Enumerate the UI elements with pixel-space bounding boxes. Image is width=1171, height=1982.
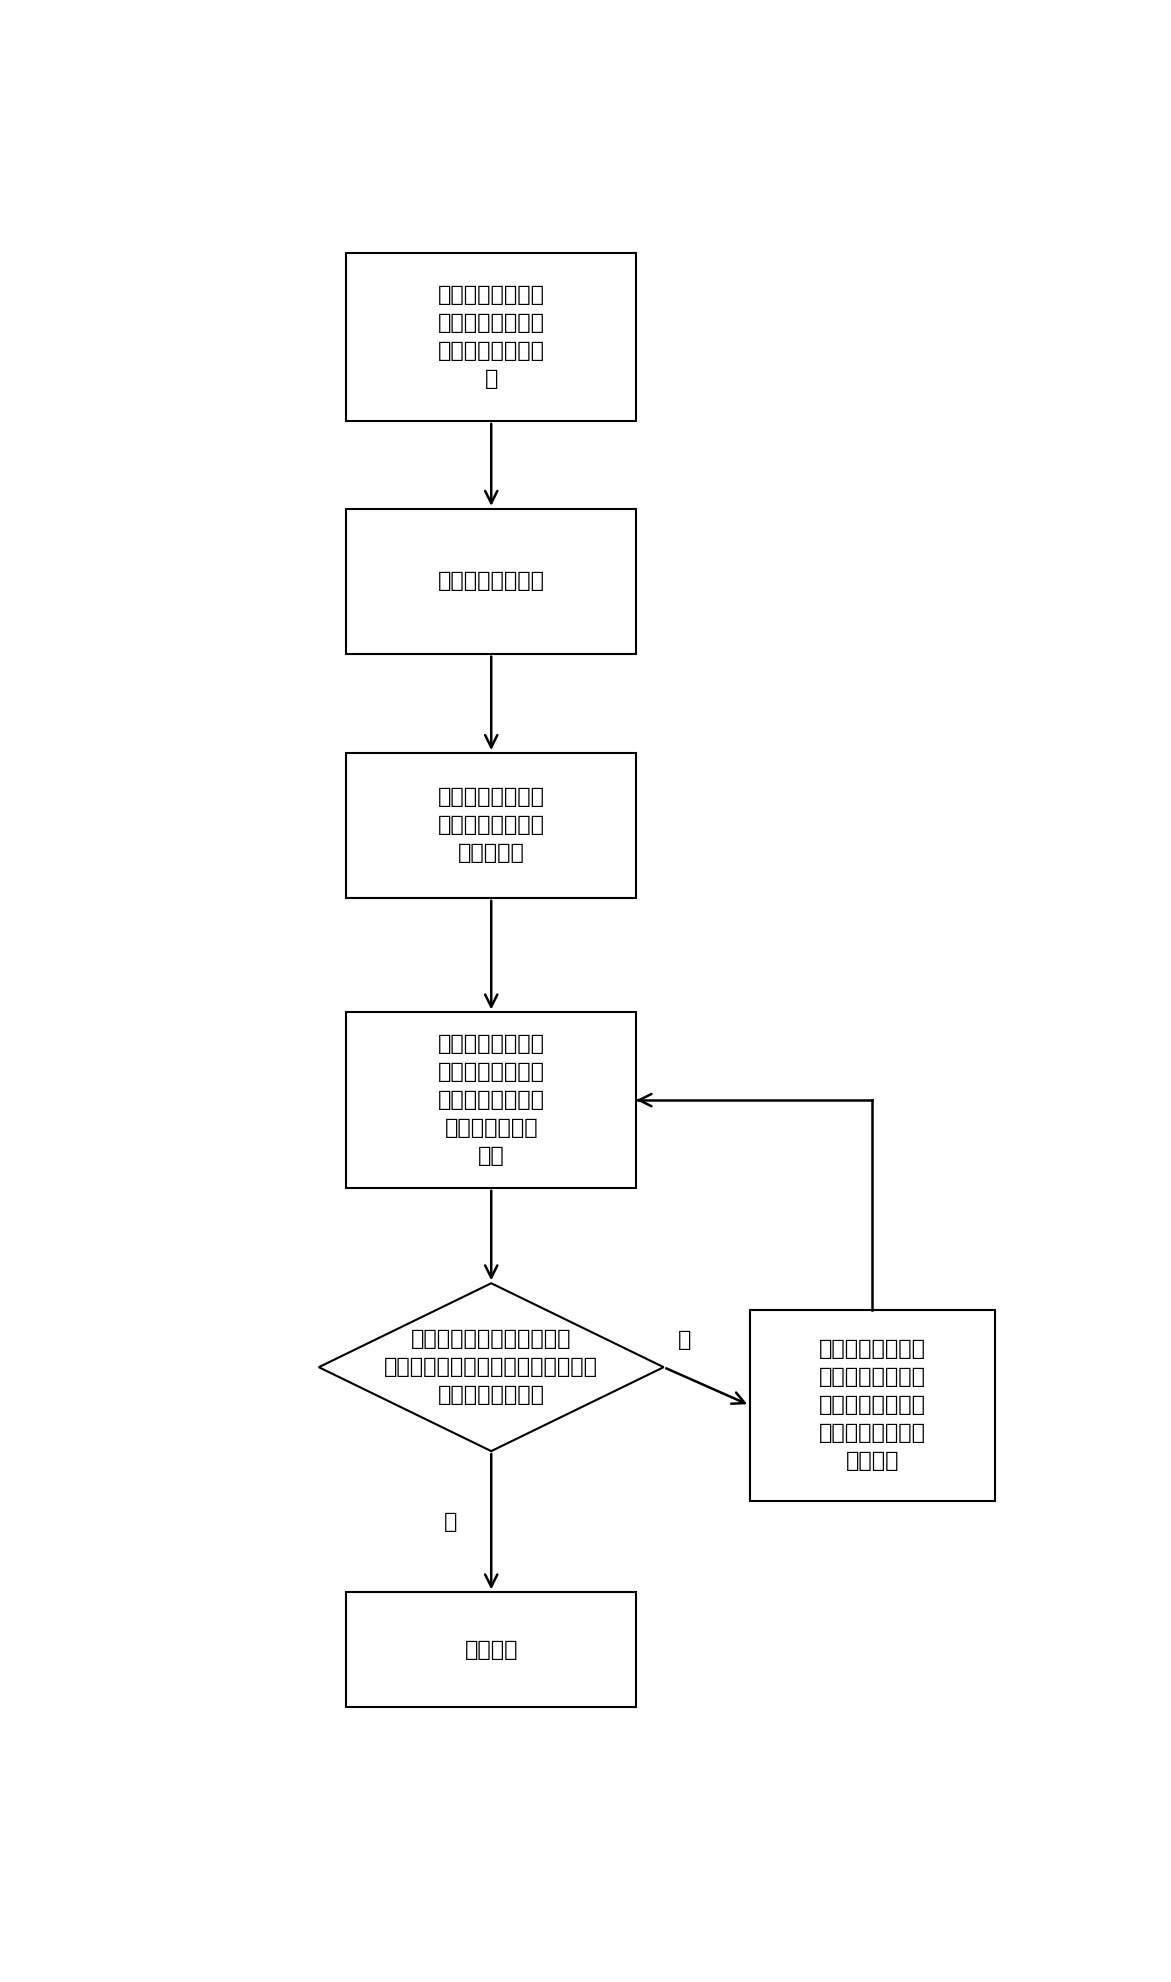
Text: 否: 否 (677, 1330, 691, 1350)
Text: 比较传输参考模型和实际设
计所获取的消息队列，顺序和所含消
息的内容是否一致: 比较传输参考模型和实际设 计所获取的消息队列，顺序和所含消 息的内容是否一致 (384, 1330, 598, 1405)
Polygon shape (319, 1282, 664, 1451)
Text: 建立传输参考模型: 建立传输参考模型 (438, 571, 545, 591)
Bar (347, 753, 637, 898)
Text: 是: 是 (444, 1512, 457, 1532)
Bar (347, 509, 637, 654)
Bar (347, 1592, 637, 1707)
Bar (347, 1013, 637, 1187)
Text: 依据设计要求，对
比传输参考模型和
实际设计，修正导
致结果比较不一致
的错误。: 依据设计要求，对 比传输参考模型和 实际设计，修正导 致结果比较不一致 的错误。 (819, 1340, 926, 1471)
Text: 完成验证: 完成验证 (465, 1639, 518, 1659)
Text: 产生测试序列，并
注入传输参考模型
和实际设计: 产生测试序列，并 注入传输参考模型 和实际设计 (438, 787, 545, 864)
Text: 定义消息类型、端
口类型以及端口和
消息类型的对应关
系: 定义消息类型、端 口类型以及端口和 消息类型的对应关 系 (438, 285, 545, 388)
Bar (749, 1310, 995, 1500)
Text: 收集传输参考模型
和实际设计中各端
口接收到的消息类
型并形成消息队
列；: 收集传输参考模型 和实际设计中各端 口接收到的消息类 型并形成消息队 列； (438, 1035, 545, 1165)
Bar (347, 254, 637, 420)
